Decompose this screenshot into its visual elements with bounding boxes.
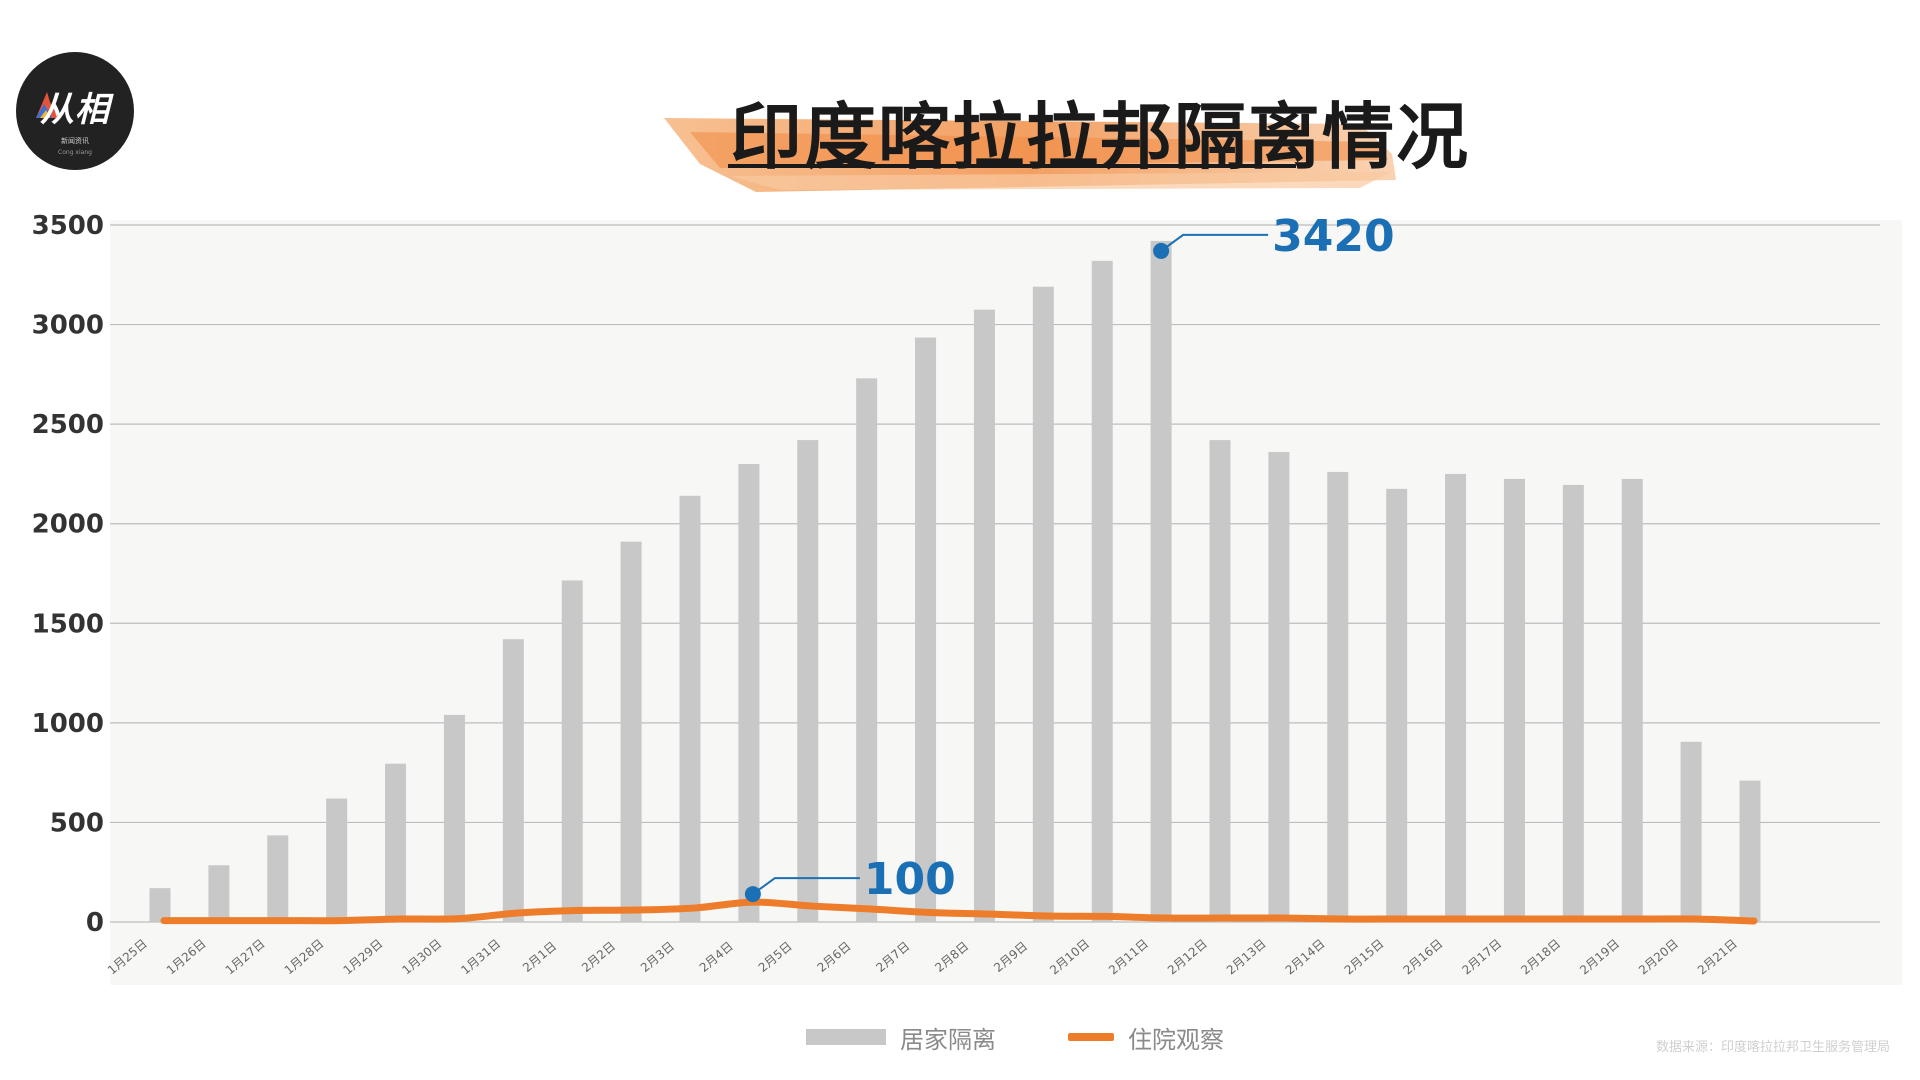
bar-home-quarantine bbox=[1327, 471, 1349, 922]
title-brush-stroke bbox=[664, 118, 1396, 192]
bar-home-quarantine bbox=[797, 440, 819, 922]
bar-home-quarantine bbox=[1621, 478, 1643, 922]
bar-home-quarantine bbox=[973, 309, 995, 922]
bar-home-quarantine bbox=[326, 798, 348, 922]
brand-logo: 从相 新闻资讯 Cong xiang bbox=[16, 52, 134, 170]
bar-home-quarantine bbox=[1503, 478, 1525, 922]
y-tick-label: 2000 bbox=[32, 510, 104, 540]
title-underline bbox=[728, 164, 1296, 168]
y-tick-label: 3000 bbox=[32, 311, 104, 341]
plot-background bbox=[110, 220, 1902, 985]
legend-label: 居家隔离 bbox=[900, 1025, 996, 1054]
y-tick-label: 3500 bbox=[32, 211, 104, 241]
bar-home-quarantine bbox=[679, 495, 701, 922]
legend-item-home-quarantine: 居家隔离 bbox=[806, 1020, 996, 1055]
bar-home-quarantine bbox=[1091, 260, 1113, 922]
bar-home-quarantine bbox=[1739, 780, 1761, 922]
y-tick-label: 500 bbox=[50, 808, 104, 838]
y-tick-label: 0 bbox=[86, 908, 104, 938]
bar-home-quarantine bbox=[149, 888, 171, 922]
legend-item-hospital-observation: 住院观察 bbox=[1068, 1020, 1224, 1055]
y-tick-label: 1500 bbox=[32, 609, 104, 639]
legend-label: 住院观察 bbox=[1128, 1025, 1224, 1054]
bar-home-quarantine bbox=[856, 378, 878, 923]
bar-home-quarantine bbox=[620, 541, 642, 922]
bar-home-quarantine bbox=[1150, 240, 1172, 923]
chart-legend: 居家隔离 住院观察 bbox=[806, 1017, 1296, 1057]
bar-home-quarantine bbox=[1562, 484, 1584, 922]
y-tick-label: 2500 bbox=[32, 410, 104, 440]
annotation-point bbox=[1153, 242, 1170, 259]
bar-home-quarantine bbox=[267, 835, 289, 922]
annotation-point bbox=[744, 886, 761, 903]
line-hospital-observation bbox=[160, 898, 1758, 925]
bar-home-quarantine bbox=[502, 639, 524, 922]
bar-home-quarantine bbox=[561, 580, 583, 922]
legend-bar-swatch bbox=[806, 1029, 886, 1045]
logo-subtitle: 新闻资讯 bbox=[61, 137, 89, 145]
bar-home-quarantine bbox=[1386, 488, 1408, 922]
data-source-note: 数据来源：印度喀拉拉邦卫生服务管理局 bbox=[1655, 1040, 1890, 1055]
logo-subtitle-latin: Cong xiang bbox=[58, 149, 92, 156]
bar-home-quarantine bbox=[385, 763, 407, 922]
annotation-leader-line bbox=[1160, 233, 1269, 252]
bar-home-quarantine bbox=[1032, 286, 1054, 923]
bar-home-quarantine bbox=[1680, 741, 1702, 922]
logo-text: 从相 bbox=[40, 90, 110, 130]
legend-line-swatch bbox=[1068, 1033, 1114, 1041]
bar-home-quarantine bbox=[915, 337, 937, 922]
bar-home-quarantine bbox=[1445, 473, 1467, 922]
logo-flame-icon bbox=[36, 92, 58, 118]
bar-home-quarantine bbox=[208, 865, 230, 922]
y-tick-label: 1000 bbox=[32, 709, 104, 739]
bar-home-quarantine bbox=[738, 463, 760, 922]
bar-home-quarantine bbox=[1209, 440, 1231, 922]
annotation-leader-line bbox=[752, 877, 860, 895]
data-label: 100 bbox=[864, 854, 956, 905]
bar-home-quarantine bbox=[1268, 452, 1290, 922]
title-block: 印度喀拉拉邦隔离情况 bbox=[660, 72, 1468, 202]
bar-home-quarantine bbox=[443, 714, 465, 922]
data-label: 3420 bbox=[1272, 211, 1394, 262]
